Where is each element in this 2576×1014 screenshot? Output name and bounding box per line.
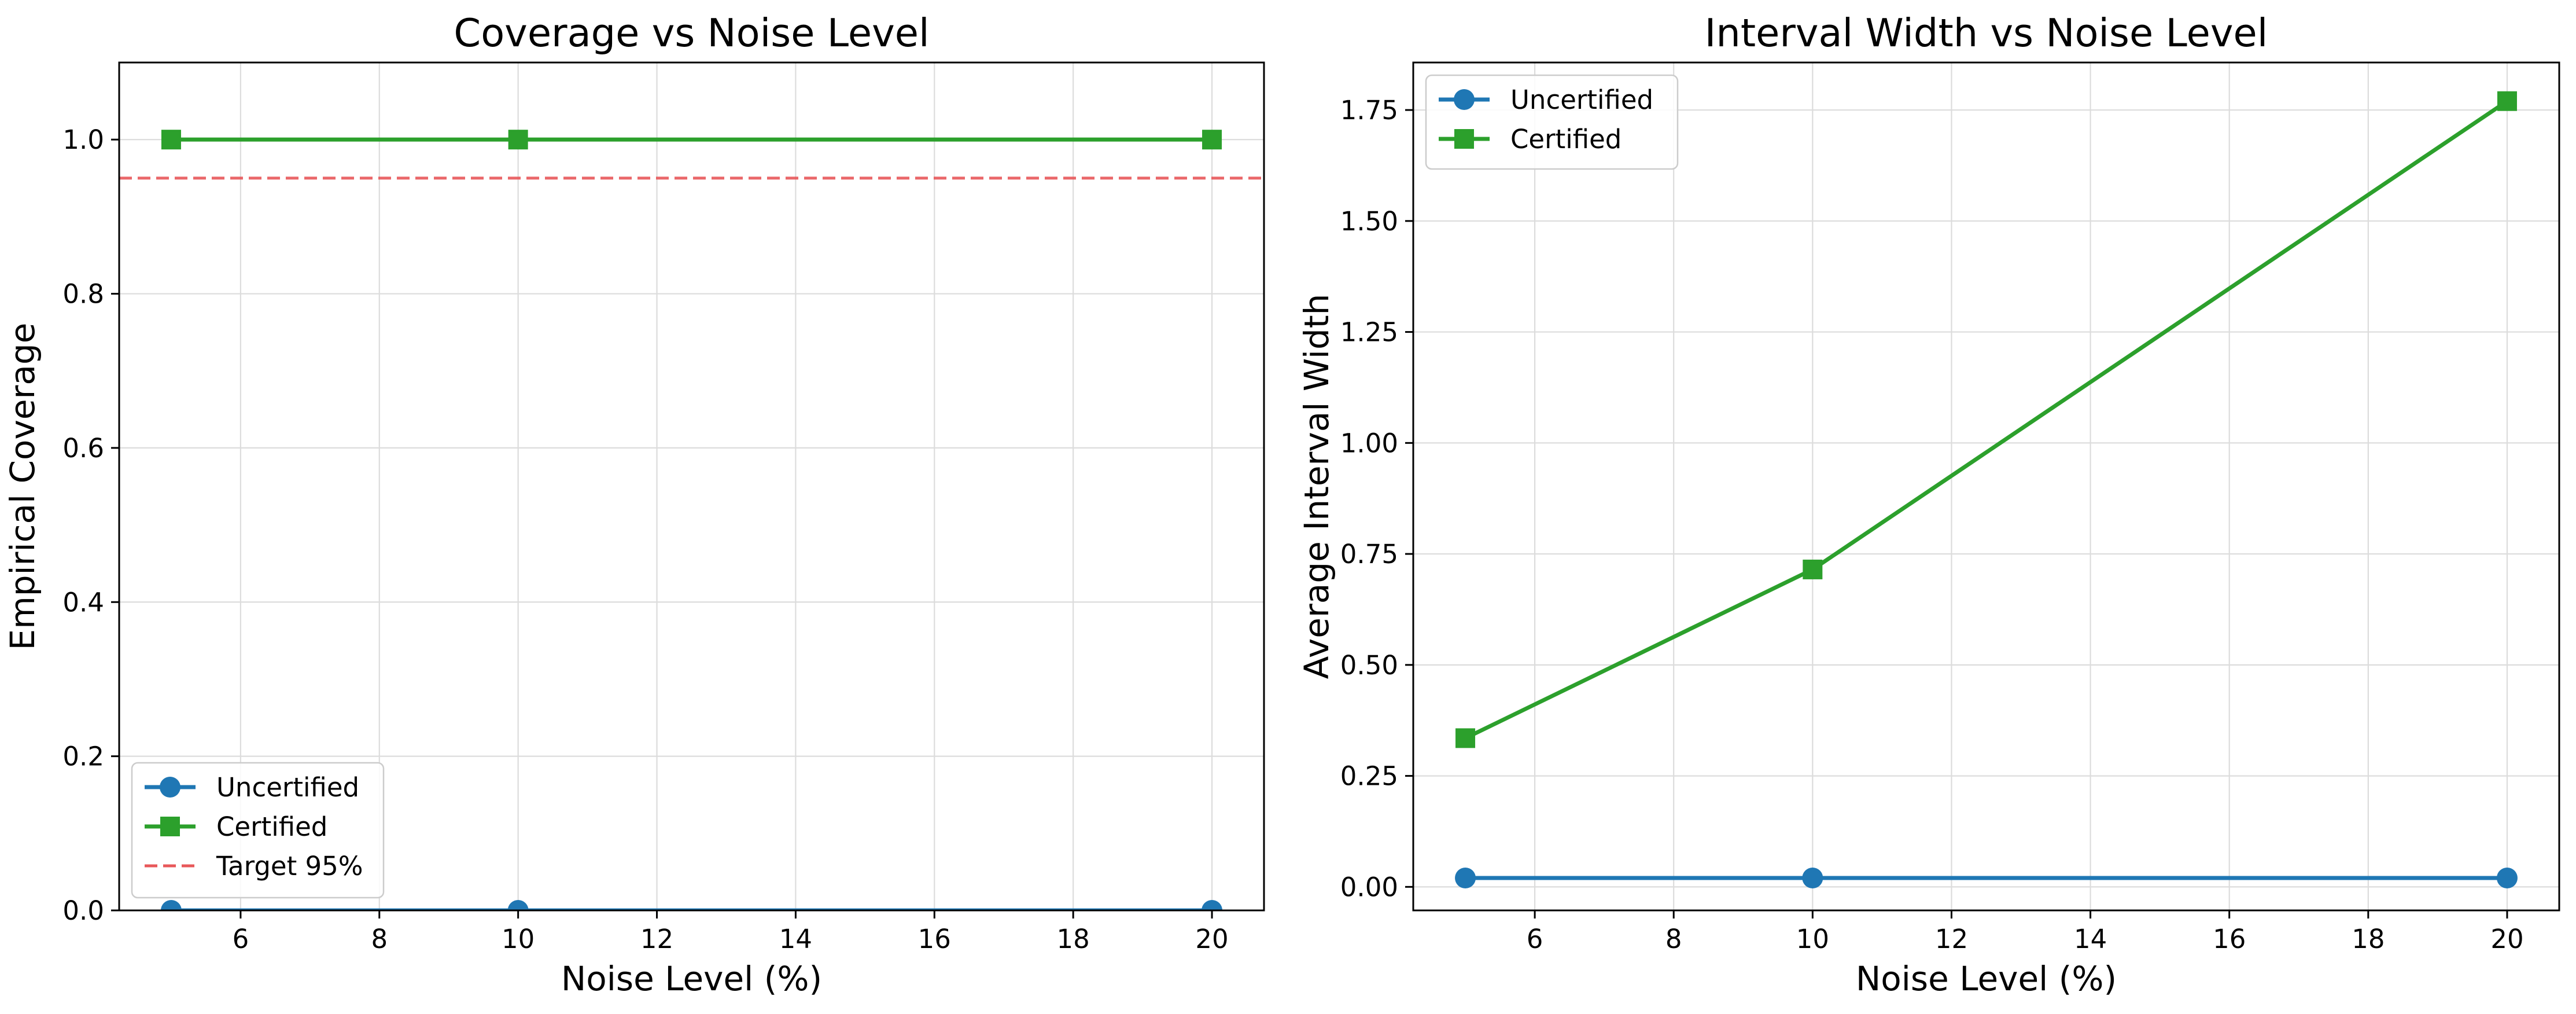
data-point xyxy=(1802,868,1823,889)
chart-panel-1: 6 8 10 12 14 16 18 20 0.0 0.2 0.4 0.6 0.8 1.0 Coverage… xyxy=(3,10,1265,998)
x-tick-label: 10 xyxy=(502,924,535,954)
y-tick-label: 0.8 xyxy=(62,279,104,310)
x-tick-label: 6 xyxy=(233,924,249,954)
x-tick-label: 14 xyxy=(2074,924,2107,954)
y-tick-label: 0.4 xyxy=(62,587,104,618)
x-tick-label: 20 xyxy=(1195,924,1228,954)
data-point xyxy=(1803,559,1823,579)
axes-frame xyxy=(1412,61,2560,912)
data-point xyxy=(2496,868,2518,889)
legend-marker xyxy=(160,777,180,798)
y-tick-label: 1.50 xyxy=(1340,206,1398,237)
legend-label: Certified xyxy=(1510,124,1621,155)
x-axis-label: Noise Level (%) xyxy=(1856,959,2117,998)
data-point xyxy=(508,130,528,150)
x-tick-label: 16 xyxy=(2213,924,2246,954)
x-tick-label: 20 xyxy=(2490,924,2523,954)
data-point xyxy=(1455,868,1476,889)
y-tick-label: 0.0 xyxy=(62,895,104,926)
x-tick-label: 8 xyxy=(1665,924,1682,954)
y-tick-label: 0.25 xyxy=(1340,761,1398,792)
y-tick-label: 1.75 xyxy=(1340,95,1398,126)
legend-marker xyxy=(1454,89,1475,110)
x-tick-label: 12 xyxy=(640,924,673,954)
legend: Uncertified Certified Target 95% xyxy=(131,762,385,899)
legend-box xyxy=(131,762,385,899)
legend-label: Target 95% xyxy=(216,851,363,881)
y-tick-label: 0.2 xyxy=(62,741,104,772)
data-point xyxy=(507,900,529,910)
y-tick-label: 1.25 xyxy=(1340,317,1398,348)
axes-frame xyxy=(118,61,1265,912)
x-tick-label: 12 xyxy=(1935,924,1968,954)
y-tick-label: 0.00 xyxy=(1340,872,1398,902)
y-tick-label: 0.75 xyxy=(1340,539,1398,570)
x-tick-label: 18 xyxy=(1057,924,1090,954)
x-tick-label: 18 xyxy=(2352,924,2385,954)
y-axis-label: Empirical Coverage xyxy=(3,323,42,651)
x-tick-label: 10 xyxy=(1796,924,1829,954)
legend: Uncertified Certified xyxy=(1425,74,1679,170)
x-tick-label: 8 xyxy=(371,924,388,954)
chart-title: Interval Width vs Noise Level xyxy=(1705,10,2268,56)
data-point xyxy=(161,130,181,150)
data-point xyxy=(2497,91,2517,111)
data-point xyxy=(1202,900,1223,910)
data-point xyxy=(160,900,182,910)
chart-title: Coverage vs Noise Level xyxy=(454,10,929,56)
y-tick-label: 1.0 xyxy=(62,124,104,155)
legend-label: Certified xyxy=(216,811,327,842)
plot-area xyxy=(119,130,1264,910)
plot-area xyxy=(1455,91,2518,889)
legend-label: Uncertified xyxy=(1510,84,1653,115)
y-tick-label: 1.00 xyxy=(1340,428,1398,458)
y-tick-label: 0.6 xyxy=(62,433,104,464)
x-tick-label: 6 xyxy=(1527,924,1543,954)
data-point xyxy=(1455,728,1476,748)
y-tick-label: 0.50 xyxy=(1340,650,1398,681)
x-tick-label: 16 xyxy=(918,924,951,954)
x-axis-label: Noise Level (%) xyxy=(561,959,822,998)
y-axis-label: Average Interval Width xyxy=(1297,294,1336,679)
data-point xyxy=(1202,130,1222,150)
legend-marker xyxy=(1454,129,1474,149)
x-tick-label: 14 xyxy=(779,924,812,954)
chart-panel-2: 6 8 10 12 14 16 18 20 0.00 0.25 0.50 0.75 1.00 1.25 1.… xyxy=(1297,10,2560,998)
legend-marker xyxy=(160,817,180,836)
legend-label: Uncertified xyxy=(216,772,359,803)
